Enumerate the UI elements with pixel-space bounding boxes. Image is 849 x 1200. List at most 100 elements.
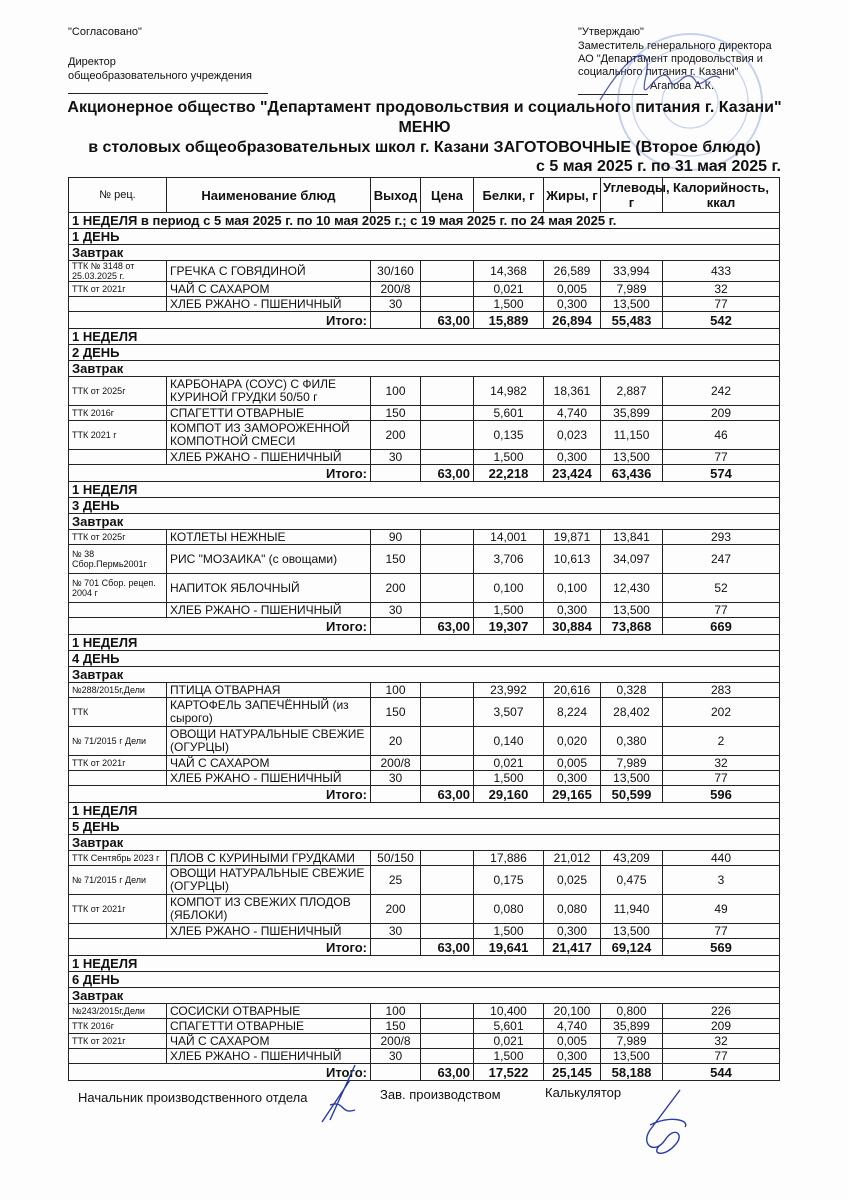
carbs-value: 0,380 (600, 726, 663, 756)
dish-name: ХЛЕБ РЖАНО - ПШЕНИЧНЫЙ (166, 770, 371, 786)
total-fat: 21,417 (543, 938, 601, 956)
day-label: 5 ДЕНЬ (68, 818, 780, 835)
carbs-value: 13,841 (600, 529, 663, 545)
dish-name: ХЛЕБ РЖАНО - ПШЕНИЧНЫЙ (166, 923, 371, 939)
carbs-value: 2,887 (600, 376, 663, 406)
output-value: 150 (370, 405, 421, 421)
total-label: Итого: (68, 1063, 371, 1081)
approved-label: "Утверждаю" (578, 26, 644, 38)
calculator-label: Калькулятор (545, 1085, 622, 1100)
week-label-row: 1 НЕДЕЛЯ (68, 634, 780, 651)
fat-value: 0,300 (543, 449, 601, 465)
price-value (420, 449, 474, 465)
fat-value: 0,100 (543, 573, 601, 603)
protein-value: 0,100 (473, 573, 544, 603)
carbs-value: 35,899 (600, 1018, 663, 1034)
director-institution: общеобразовательного учреждения (68, 70, 252, 82)
col-header-output: Выход (370, 177, 421, 213)
recipe-ref: № 701 Сбор. рецеп. 2004 г (68, 573, 167, 603)
recipe-ref: ТТК Сентябрь 2023 г (68, 850, 167, 866)
price-value (420, 865, 474, 895)
total-price: 63,00 (420, 1063, 474, 1081)
col-header-carbs: Углеводы, г (600, 177, 670, 213)
calories-value: 209 (662, 1018, 780, 1034)
dish-name: ЧАЙ С САХАРОМ (166, 281, 371, 297)
protein-value: 14,001 (473, 529, 544, 545)
fat-value: 4,740 (543, 1018, 601, 1034)
table-row: №288/2015г,Дели ПТИЦА ОТВАРНАЯ 100 23,992 20… (68, 682, 780, 698)
col-header-price: Цена (420, 177, 474, 213)
output-value: 30/160 (370, 260, 421, 282)
carbs-value: 13,500 (600, 923, 663, 939)
output-value: 30 (370, 449, 421, 465)
protein-value: 0,021 (473, 755, 544, 771)
table-row: № 701 Сбор. рецеп. 2004 г НАПИТОК ЯБЛОЧНЫ… (68, 573, 780, 603)
protein-value: 1,500 (473, 296, 544, 312)
total-row: Итого: 63,00 22,218 23,424 63,436 574 (68, 464, 780, 482)
carbs-value: 13,500 (600, 449, 663, 465)
day-label: 6 ДЕНЬ (68, 971, 780, 988)
price-value (420, 770, 474, 786)
total-label: Итого: (68, 938, 371, 956)
fat-value: 26,589 (543, 260, 601, 282)
fat-value: 0,300 (543, 296, 601, 312)
approver-signature-line (578, 94, 648, 95)
price-value (420, 894, 474, 924)
calories-value: 49 (662, 894, 780, 924)
price-value (420, 682, 474, 698)
fat-value: 21,012 (543, 850, 601, 866)
fat-value: 18,361 (543, 376, 601, 406)
recipe-ref: ТТК от 2025г (68, 529, 167, 545)
protein-value: 1,500 (473, 923, 544, 939)
signature-head-of-production-image (321, 1064, 356, 1123)
total-carbs: 69,124 (600, 938, 663, 956)
table-row: ТТК 2016г СПАГЕТТИ ОТВАРНЫЕ 150 5,601 4,740 3… (68, 405, 780, 421)
recipe-ref: № 71/2015 г Дели (68, 726, 167, 756)
table-row: № 38 Сбор.Пермь2001г РИС "МОЗАИКА" (с ово… (68, 544, 780, 574)
output-value: 200 (370, 420, 421, 450)
total-carbs: 58,188 (600, 1063, 663, 1081)
price-value (420, 420, 474, 450)
table-row: ТТК от 2025г КОТЛЕТЫ НЕЖНЫЕ 90 14,001 19,871… (68, 529, 780, 545)
fat-value: 0,300 (543, 1048, 601, 1064)
calories-value: 77 (662, 602, 780, 618)
calories-value: 242 (662, 376, 780, 406)
price-value (420, 1033, 474, 1049)
carbs-value: 34,097 (600, 544, 663, 574)
protein-value: 0,080 (473, 894, 544, 924)
calories-value: 32 (662, 1033, 780, 1049)
fat-value: 0,300 (543, 923, 601, 939)
table-row: ТТК 2021 г КОМПОТ ИЗ ЗАМОРОЖЕННОЙ КОМПОТН… (68, 420, 780, 450)
day-label: 3 ДЕНЬ (68, 497, 780, 514)
calories-value: 77 (662, 1048, 780, 1064)
dish-name: ХЛЕБ РЖАНО - ПШЕНИЧНЫЙ (166, 296, 371, 312)
output-value: 25 (370, 865, 421, 895)
dish-name: КОМПОТ ИЗ СВЕЖИХ ПЛОДОВ (ЯБЛОКИ) (166, 894, 371, 924)
fat-value: 8,224 (543, 697, 601, 727)
table-row: ХЛЕБ РЖАНО - ПШЕНИЧНЫЙ 30 1,500 0,300 13,500… (68, 923, 780, 939)
dish-name: ОВОЩИ НАТУРАЛЬНЫЕ СВЕЖИЕ (ОГУРЦЫ) (166, 865, 371, 895)
fat-value: 0,080 (543, 894, 601, 924)
recipe-ref: ТТК от 2021г (68, 894, 167, 924)
output-value: 200/8 (370, 1033, 421, 1049)
week-label: 1 НЕДЕЛЯ (68, 328, 780, 345)
price-value (420, 1018, 474, 1034)
agreed-label: "Согласовано" (68, 26, 142, 38)
price-value (420, 281, 474, 297)
official-stamp-image (599, 33, 763, 171)
meal-label: Завтрак (68, 244, 780, 261)
protein-value: 3,706 (473, 544, 544, 574)
recipe-ref: ТТК от 2025г (68, 376, 167, 406)
protein-value: 1,500 (473, 602, 544, 618)
protein-value: 0,135 (473, 420, 544, 450)
week-label: 1 НЕДЕЛЯ (68, 634, 780, 651)
total-output (370, 311, 421, 329)
output-value: 150 (370, 544, 421, 574)
price-value (420, 1048, 474, 1064)
output-value: 200/8 (370, 281, 421, 297)
total-calories: 544 (662, 1063, 780, 1081)
total-output (370, 938, 421, 956)
meal-label-row: Завтрак (68, 666, 780, 683)
calories-value: 247 (662, 544, 780, 574)
